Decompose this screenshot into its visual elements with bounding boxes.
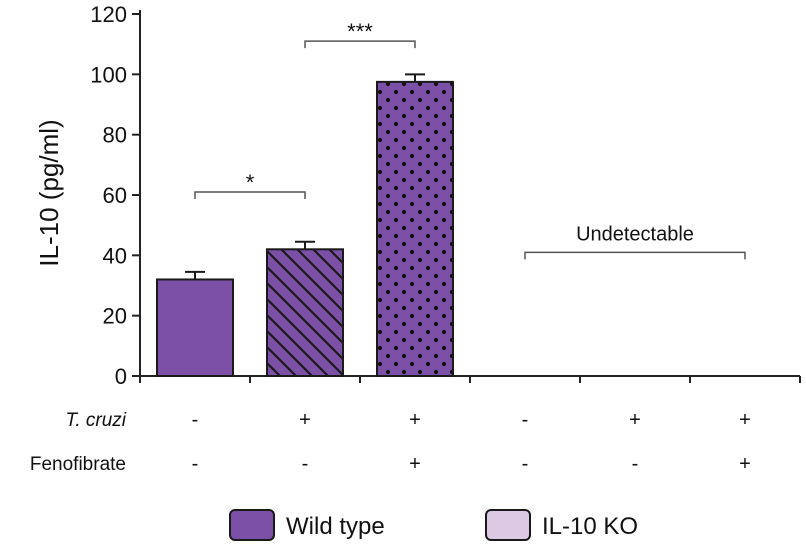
tcruzi-sign-3: + — [409, 409, 421, 431]
legend: Wild type IL-10 KO — [229, 509, 638, 541]
tcruzi-sign-4: - — [522, 409, 529, 431]
fenofibrate-sign-2: - — [302, 453, 309, 475]
fenofibrate-row-label: Fenofibrate — [30, 454, 126, 475]
annotation-bracket-2 — [304, 40, 416, 49]
condition-rows: T. cruzi Fenofibrate - - + - + + - - + - + + — [30, 409, 751, 475]
fenofibrate-sign-5: - — [632, 453, 639, 475]
y-axis-label: IL-10 (pg/ml) — [34, 119, 64, 266]
significance-label: *** — [347, 19, 373, 44]
y-tick-label: 20 — [103, 304, 127, 329]
y-axis: 0 20 40 60 80 100 120 — [90, 2, 141, 389]
bar-2 — [266, 248, 344, 377]
fenofibrate-sign-3: + — [409, 453, 421, 475]
fenofibrate-sign-1: - — [192, 453, 199, 475]
significance-label: * — [246, 170, 255, 195]
legend-swatch-1 — [229, 509, 275, 541]
bars-layer — [156, 73, 454, 378]
y-tick-label: 80 — [103, 123, 127, 148]
fenofibrate-sign-4: - — [522, 453, 529, 475]
y-tick-label: 120 — [90, 2, 127, 27]
annotation-bracket-1 — [194, 191, 306, 199]
legend-label-2: IL-10 KO — [542, 513, 638, 540]
legend-label-1: Wild type — [286, 513, 385, 540]
y-tick-label: 100 — [90, 62, 127, 87]
fenofibrate-sign-6: + — [739, 453, 751, 475]
y-tick-label: 60 — [103, 183, 127, 208]
annotation-bracket-3 — [524, 251, 746, 260]
tcruzi-sign-6: + — [739, 409, 751, 431]
tcruzi-sign-1: - — [192, 409, 199, 431]
bar-1 — [156, 278, 234, 378]
bar-3 — [376, 80, 454, 377]
tcruzi-row-label: T. cruzi — [65, 410, 126, 431]
y-tick-label: 40 — [103, 243, 127, 268]
y-tick-label: 0 — [115, 364, 127, 389]
legend-swatch-2 — [485, 509, 531, 541]
undetectable-label: Undetectable — [576, 223, 694, 245]
tcruzi-sign-2: + — [299, 409, 311, 431]
annotations-layer: ****Undetectable — [194, 19, 746, 260]
x-axis — [139, 375, 801, 383]
tcruzi-sign-5: + — [629, 409, 641, 431]
